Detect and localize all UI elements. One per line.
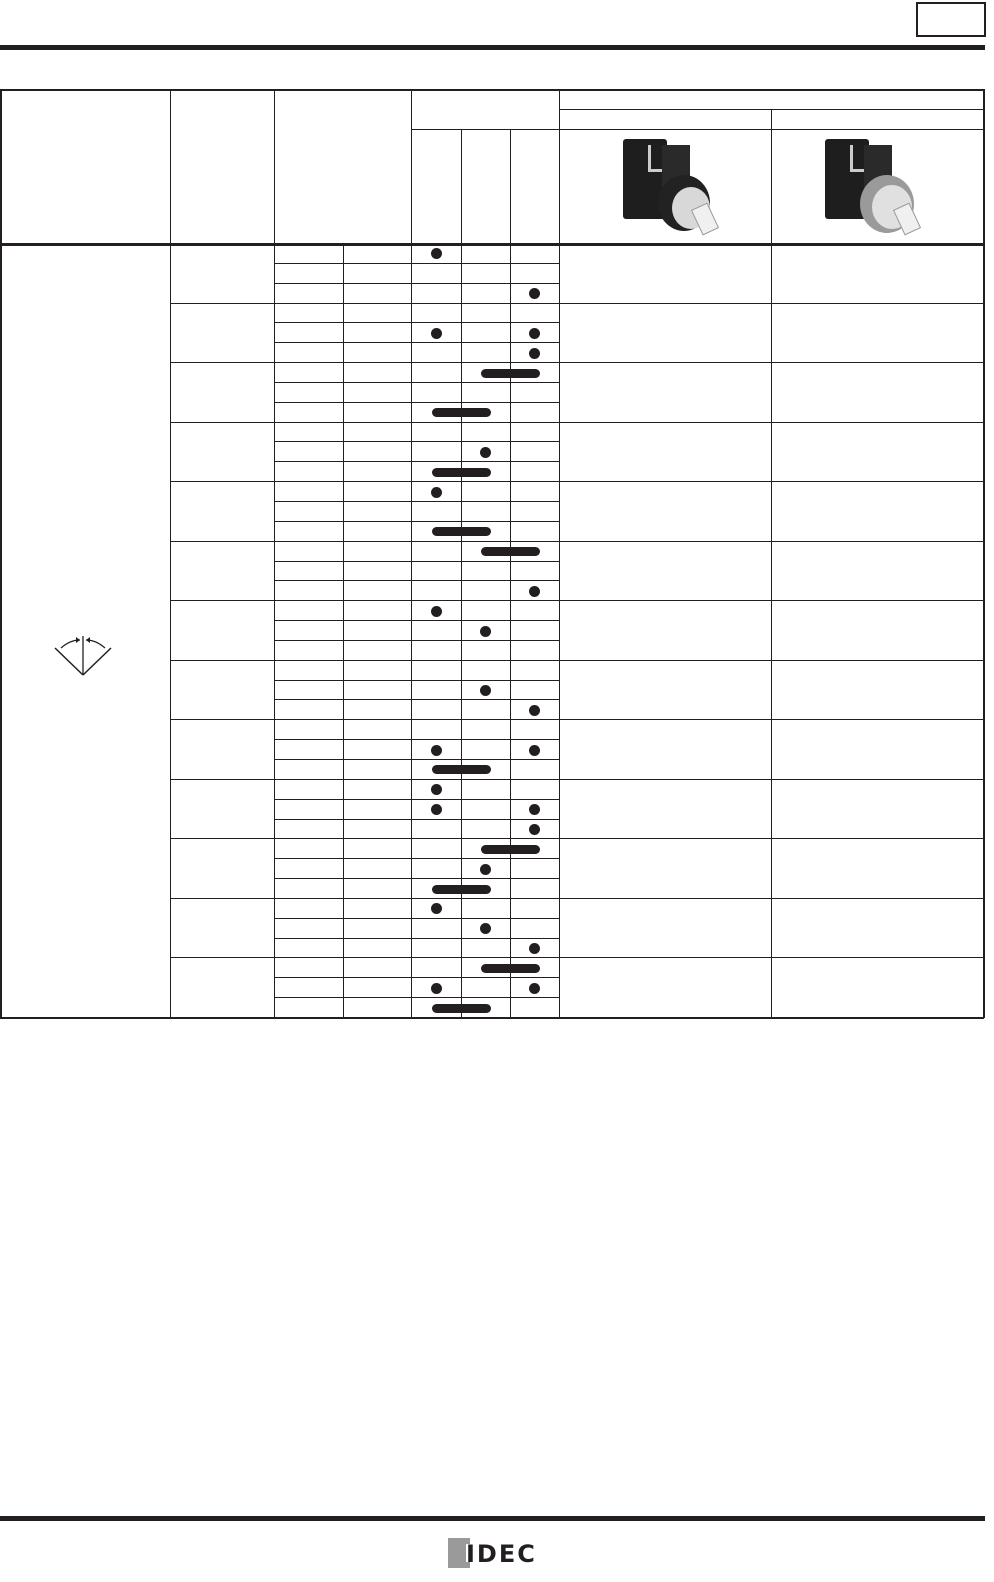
contact-on-dot xyxy=(480,446,491,458)
row-divider xyxy=(274,461,559,462)
contact-on-dot xyxy=(529,823,540,835)
product-image-black-bezel xyxy=(620,135,720,239)
idec-logo: IDEC xyxy=(448,1538,543,1568)
contact-overlap-bar xyxy=(432,1003,491,1013)
row-divider xyxy=(274,759,559,760)
row-divider xyxy=(274,819,559,820)
table-bottom-border xyxy=(0,1017,984,1019)
contact-on-dot xyxy=(529,943,540,955)
contact-on-dot xyxy=(529,327,540,339)
contact-on-dot xyxy=(529,744,540,756)
grid-line xyxy=(559,89,560,1017)
group-divider xyxy=(170,719,984,720)
contact-overlap-bar xyxy=(432,884,491,894)
group-divider xyxy=(170,957,984,958)
contact-on-dot xyxy=(529,804,540,816)
grid-line xyxy=(343,243,344,1017)
contact-on-dot xyxy=(431,744,442,756)
row-divider xyxy=(274,640,559,641)
row-divider xyxy=(274,521,559,522)
row-divider xyxy=(274,620,559,621)
row-divider xyxy=(274,561,559,562)
header-rule xyxy=(0,45,985,50)
contact-on-dot xyxy=(480,685,491,697)
contact-on-dot xyxy=(529,288,540,300)
grid-line xyxy=(771,109,772,1017)
grid-line xyxy=(411,129,559,130)
contact-on-dot xyxy=(529,704,540,716)
row-divider xyxy=(274,283,559,284)
row-divider xyxy=(274,858,559,859)
header-bottom-border xyxy=(0,243,984,246)
switch-contact-table xyxy=(0,89,985,1019)
contact-overlap-bar xyxy=(432,467,491,477)
contact-on-dot xyxy=(529,347,540,359)
group-divider xyxy=(170,838,984,839)
group-divider xyxy=(170,898,984,899)
group-divider xyxy=(170,541,984,542)
row-divider xyxy=(274,878,559,879)
grid-line xyxy=(274,89,275,1017)
contact-on-dot xyxy=(480,923,491,935)
contact-on-dot xyxy=(480,863,491,875)
logo-text: IDEC xyxy=(466,1540,537,1568)
row-divider xyxy=(274,799,559,800)
row-divider xyxy=(274,263,559,264)
grid-line xyxy=(411,89,412,1017)
row-divider xyxy=(274,918,559,919)
contact-on-dot xyxy=(431,982,442,994)
contact-on-dot xyxy=(529,982,540,994)
group-divider xyxy=(170,481,984,482)
contact-on-dot xyxy=(480,625,491,637)
group-divider xyxy=(170,303,984,304)
operator-symbol-icon xyxy=(54,636,112,676)
row-divider xyxy=(274,402,559,403)
grid-line xyxy=(510,129,511,1017)
contact-on-dot xyxy=(431,804,442,816)
contact-on-dot xyxy=(529,585,540,597)
page-number-box xyxy=(916,2,986,37)
product-image-metallic-bezel xyxy=(822,135,922,239)
contact-on-dot xyxy=(431,248,442,260)
grid-line xyxy=(170,89,171,1017)
row-divider xyxy=(274,580,559,581)
group-divider xyxy=(170,422,984,423)
footer-rule xyxy=(0,1516,985,1521)
contact-on-dot xyxy=(431,903,442,915)
row-divider xyxy=(274,977,559,978)
contact-on-dot xyxy=(431,486,442,498)
contact-overlap-bar xyxy=(432,527,491,537)
row-divider xyxy=(274,699,559,700)
contact-overlap-bar xyxy=(481,844,540,854)
row-divider xyxy=(274,441,559,442)
table-top-border xyxy=(0,89,984,91)
contact-overlap-bar xyxy=(432,408,491,418)
row-divider xyxy=(274,501,559,502)
grid-line xyxy=(461,129,462,1017)
row-divider xyxy=(274,938,559,939)
grid-line xyxy=(983,89,985,1018)
row-divider xyxy=(274,382,559,383)
contact-overlap-bar xyxy=(481,368,540,378)
contact-overlap-bar xyxy=(432,765,491,775)
row-divider xyxy=(274,322,559,323)
contact-on-dot xyxy=(431,327,442,339)
contact-overlap-bar xyxy=(481,547,540,557)
row-divider xyxy=(274,342,559,343)
row-divider xyxy=(274,739,559,740)
group-divider xyxy=(170,660,984,661)
group-divider xyxy=(170,779,984,780)
contact-overlap-bar xyxy=(481,963,540,973)
row-divider xyxy=(274,680,559,681)
contact-on-dot xyxy=(431,605,442,617)
group-divider xyxy=(170,362,984,363)
contact-on-dot xyxy=(431,784,442,796)
grid-line xyxy=(0,89,2,1018)
group-divider xyxy=(170,600,984,601)
row-divider xyxy=(274,997,559,998)
